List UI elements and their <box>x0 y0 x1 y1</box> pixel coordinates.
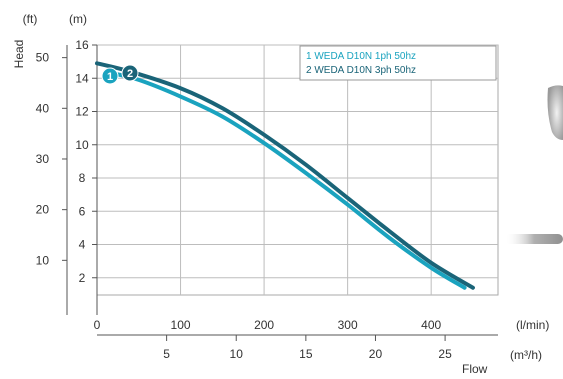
y-ft-tick-label-20: 20 <box>36 203 50 217</box>
series-line-1 <box>103 69 467 290</box>
x-m3h-tick-label-25: 25 <box>438 347 452 361</box>
y-units-m: (m) <box>69 12 87 26</box>
product-image <box>505 85 563 244</box>
y-m-tick-label-4: 4 <box>79 238 86 252</box>
y-axis-m: (m) 2 4 6 8 10 12 14 16 <box>69 12 98 315</box>
x-lmin-tick-label-300: 300 <box>338 318 358 332</box>
x-axis-lmin: 0 100 200 300 400 (l/min) <box>94 318 550 332</box>
plot-frame <box>96 44 499 296</box>
x-units-m3h: (m³/h) <box>510 348 542 362</box>
y-m-tick-label-14: 14 <box>75 71 89 85</box>
x-lmin-tick-label-100: 100 <box>171 318 191 332</box>
x-lmin-tick-label-400: 400 <box>421 318 441 332</box>
x-units-lmin: (l/min) <box>516 318 549 332</box>
y-m-tick-label-12: 12 <box>75 105 89 119</box>
y-m-tick-label-10: 10 <box>75 138 89 152</box>
series-marker-2 <box>121 64 139 82</box>
x-m3h-tick-label-5: 5 <box>163 347 170 361</box>
y-m-tick-label-6: 6 <box>79 204 86 218</box>
x-axis-m3h: 5 10 15 20 25 (m³/h) <box>97 334 542 362</box>
y-ft-tick-label-10: 10 <box>36 253 50 267</box>
y-ft-tick-label-40: 40 <box>36 101 50 115</box>
y-axis-title: Head <box>12 40 26 69</box>
y-ft-tick-label-30: 30 <box>36 152 50 166</box>
series-marker-label-1: 1 <box>107 71 113 83</box>
y-units-ft: (ft) <box>23 12 38 26</box>
plot-area <box>96 44 499 296</box>
y-axis-ft: (ft) 10 20 30 40 50 <box>23 12 68 315</box>
legend: 1 WEDA D10N 1ph 50hz 2 WEDA D10N 3ph 50h… <box>299 45 497 81</box>
legend-box <box>299 45 497 81</box>
y-m-tick-label-16: 16 <box>75 38 89 52</box>
grid-lines <box>97 44 498 295</box>
x-lmin-tick-label-200: 200 <box>254 318 274 332</box>
legend-entry-2: 2 WEDA D10N 3ph 50hz <box>306 65 416 76</box>
series-marker-1 <box>101 67 119 85</box>
x-m3h-tick-label-20: 20 <box>369 347 383 361</box>
x-lmin-tick-label-0: 0 <box>94 318 101 332</box>
x-axis-title: Flow <box>462 362 488 376</box>
x-m3h-tick-label-15: 15 <box>299 347 313 361</box>
legend-entry-1: 1 WEDA D10N 1ph 50hz <box>306 51 416 62</box>
y-m-tick-label-8: 8 <box>79 171 86 185</box>
series-line-2 <box>95 61 475 290</box>
y-m-tick-label-2: 2 <box>79 271 86 285</box>
y-ft-tick-label-50: 50 <box>36 51 50 65</box>
series-marker-label-2: 2 <box>127 68 133 80</box>
x-m3h-tick-label-10: 10 <box>230 347 244 361</box>
